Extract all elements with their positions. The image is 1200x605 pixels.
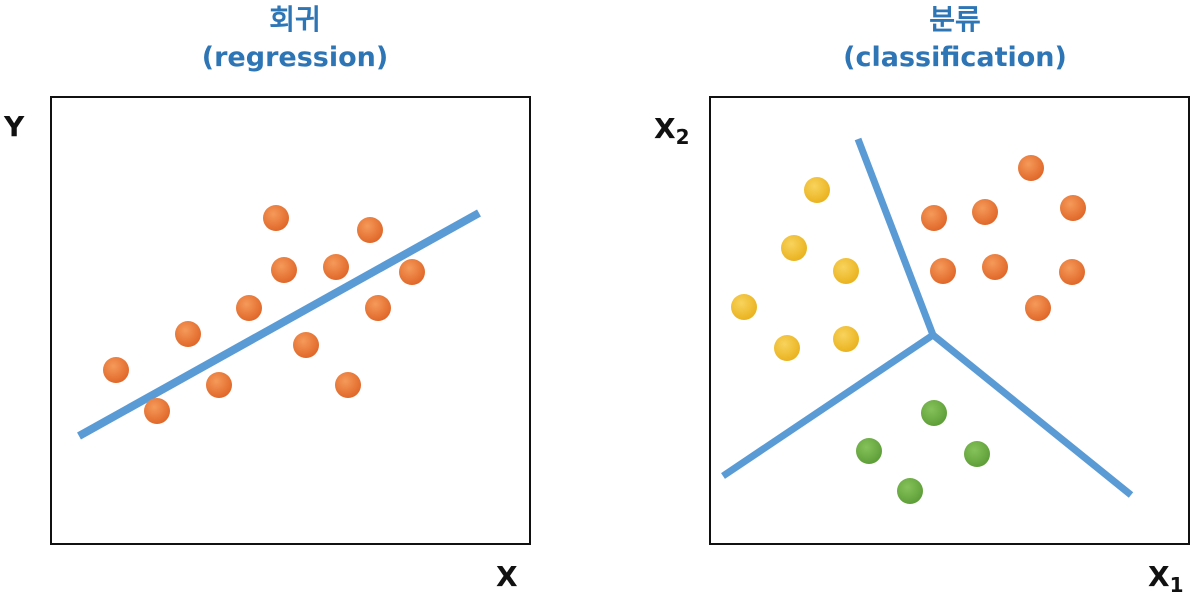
x2-label-subscript: 2 <box>675 125 690 149</box>
classification-title-english: (classification) <box>843 42 1067 73</box>
data-point-green <box>921 400 947 426</box>
data-point-orange <box>1025 295 1051 321</box>
data-point-green <box>897 478 923 504</box>
x2-label-base: X <box>654 112 676 145</box>
data-point-orange <box>103 357 129 383</box>
data-point-orange <box>1060 195 1086 221</box>
data-point-yellow <box>774 335 800 361</box>
data-point-orange <box>982 254 1008 280</box>
data-point-orange <box>365 295 391 321</box>
data-point-orange <box>323 254 349 280</box>
classification-frame <box>709 96 1190 545</box>
data-point-orange <box>175 321 201 347</box>
x1-label-subscript: 1 <box>1169 573 1184 597</box>
data-point-orange <box>263 205 289 231</box>
classification-x2-axis-label: X2 <box>654 112 690 149</box>
data-point-orange <box>271 257 297 283</box>
regression-y-axis-label: Y <box>4 110 25 143</box>
data-point-orange <box>293 332 319 358</box>
class-yellow-points <box>731 177 859 361</box>
decision-boundaries <box>721 137 1134 498</box>
regression-frame <box>50 96 531 545</box>
regression-title: 회귀 (regression) <box>150 3 440 73</box>
data-point-yellow <box>781 235 807 261</box>
data-point-orange <box>335 372 361 398</box>
regression-title-korean: 회귀 <box>269 3 321 36</box>
boundary-line <box>854 137 937 337</box>
data-point-orange <box>930 258 956 284</box>
data-point-orange <box>144 398 170 424</box>
data-point-orange <box>1059 259 1085 285</box>
class-green-points <box>856 400 990 504</box>
classification-x1-axis-label: X1 <box>1148 560 1184 597</box>
data-point-orange <box>236 295 262 321</box>
data-point-green <box>856 438 882 464</box>
data-point-yellow <box>731 294 757 320</box>
boundary-line <box>930 332 1134 498</box>
class-orange-points <box>921 155 1086 321</box>
data-point-orange <box>399 259 425 285</box>
data-point-orange <box>921 205 947 231</box>
x1-label-base: X <box>1148 560 1170 593</box>
data-point-orange <box>357 217 383 243</box>
data-point-green <box>964 441 990 467</box>
data-point-yellow <box>833 258 859 284</box>
data-point-orange <box>972 199 998 225</box>
regression-x-axis-label: X <box>496 560 518 593</box>
boundary-line <box>721 332 935 479</box>
data-point-orange <box>206 372 232 398</box>
classification-title-korean: 분류 <box>929 3 981 36</box>
regression-title-english: (regression) <box>201 42 389 73</box>
regression-points <box>103 205 425 424</box>
classification-title: 분류 (classification) <box>810 3 1100 73</box>
data-point-orange <box>1018 155 1044 181</box>
regression-line <box>77 209 481 440</box>
data-point-yellow <box>804 177 830 203</box>
data-point-yellow <box>833 326 859 352</box>
